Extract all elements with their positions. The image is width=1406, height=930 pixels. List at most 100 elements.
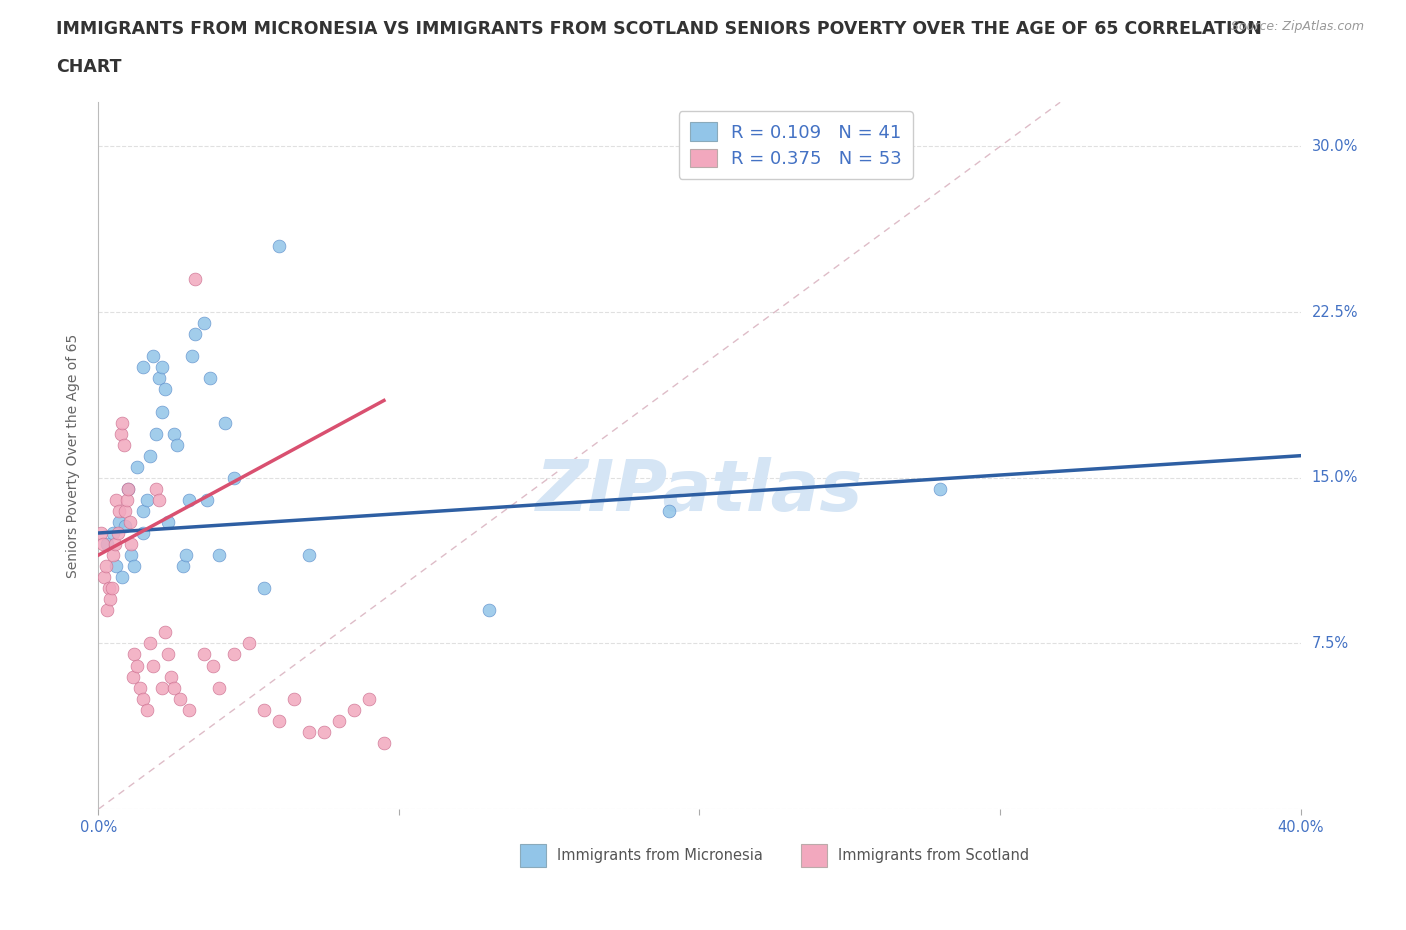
Point [100,591,122,606]
Point [172,559,194,574]
Point [658,503,681,518]
Point [208,548,231,563]
Point [312,724,335,739]
Point [117,482,139,497]
Point [150,680,173,695]
Text: 0.0%: 0.0% [80,820,117,835]
Point [267,238,290,253]
Point [166,437,188,452]
Point [177,702,200,717]
Point [132,691,155,706]
Point [114,503,136,518]
Point [148,371,170,386]
Point [124,647,146,662]
Point [90,525,112,540]
Point [105,559,128,574]
Point [201,658,224,673]
Point [96,603,118,618]
Point [174,548,197,563]
Point [169,691,191,706]
Point [150,360,173,375]
Text: Immigrants from Scotland: Immigrants from Scotland [838,847,1029,863]
Point [478,603,501,618]
Point [94,559,117,574]
Point [108,503,131,518]
Point [97,580,120,595]
Point [118,514,141,529]
Point [253,580,276,595]
Point [124,559,146,574]
Point [108,514,131,529]
Point [198,371,221,386]
Point [145,482,167,497]
Point [141,349,163,364]
Point [132,525,155,540]
Point [91,537,114,551]
Text: 22.5%: 22.5% [1312,305,1358,320]
Point [183,272,205,286]
Point [193,647,215,662]
Point [373,736,395,751]
Point [238,636,260,651]
Point [162,426,184,441]
Point [162,680,184,695]
Point [253,702,276,717]
Point [114,519,136,534]
Legend: R = 0.109   N = 41, R = 0.375   N = 53: R = 0.109 N = 41, R = 0.375 N = 53 [679,112,912,179]
Point [222,471,245,485]
Text: CHART: CHART [56,58,122,75]
Point [104,537,127,551]
Text: Source: ZipAtlas.com: Source: ZipAtlas.com [1230,20,1364,33]
Point [115,493,138,508]
Text: 40.0%: 40.0% [1277,820,1324,835]
Point [135,493,157,508]
Point [193,315,215,330]
Point [929,482,952,497]
Text: 30.0%: 30.0% [1312,139,1358,154]
Point [328,713,350,728]
Point [121,548,143,563]
Point [214,415,236,430]
Point [122,670,145,684]
Point [159,670,181,684]
Point [127,459,149,474]
Point [177,493,200,508]
Point [103,548,125,563]
Point [107,525,129,540]
Point [132,360,155,375]
Point [111,415,134,430]
Point [129,680,152,695]
Point [267,713,290,728]
Point [105,493,128,508]
Point [93,570,115,585]
Point [222,647,245,662]
Point [110,426,132,441]
Point [138,448,160,463]
Y-axis label: Seniors Poverty Over the Age of 65: Seniors Poverty Over the Age of 65 [66,334,80,578]
Point [357,691,380,706]
Point [96,537,118,551]
Point [117,482,139,497]
Point [153,382,176,397]
Point [135,702,157,717]
Point [145,426,167,441]
Point [180,349,202,364]
Point [156,647,179,662]
Text: 15.0%: 15.0% [1312,471,1358,485]
Text: ZIPatlas: ZIPatlas [536,457,863,525]
Point [298,724,321,739]
Point [141,658,163,673]
Point [156,514,179,529]
Point [111,570,134,585]
Point [195,493,218,508]
Point [283,691,305,706]
Point [132,503,155,518]
Point [183,326,205,341]
Point [103,525,125,540]
Point [148,493,170,508]
Point [298,548,321,563]
Point [112,437,135,452]
Point [208,680,231,695]
Point [101,580,124,595]
Point [127,658,149,673]
